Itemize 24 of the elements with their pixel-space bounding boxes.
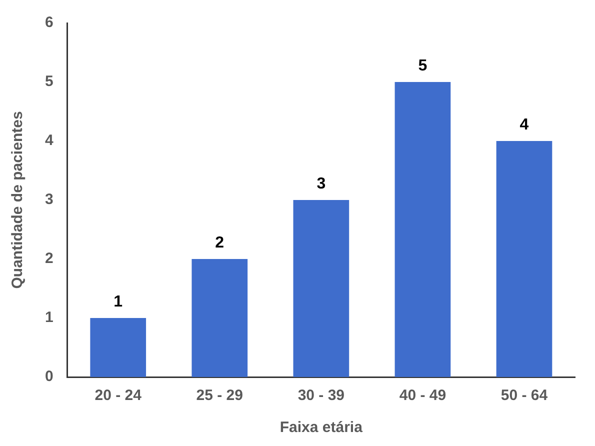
y-tick-label: 4 [45,132,54,150]
bar [394,82,451,377]
y-tick-label: 2 [45,250,54,268]
data-label: 2 [215,234,224,252]
y-tick-label: 5 [45,73,54,90]
y-axis-title: Quantidade de pacientes [9,111,26,289]
x-tick-label: 40 - 49 [399,387,446,404]
bar [496,141,552,377]
y-tick-label: 1 [45,309,54,326]
bar [90,318,146,377]
bar [192,259,248,377]
x-axis-title: Faixa etária [280,419,364,436]
data-label: 4 [520,116,529,134]
data-label: 5 [418,57,428,74]
data-label: 3 [316,175,326,192]
y-tick-label: 6 [45,14,54,32]
data-label: 1 [114,293,123,310]
bar [293,200,350,377]
y-tick-label: 0 [45,368,54,386]
x-tick-label: 25 - 29 [196,387,243,404]
x-tick-label: 30 - 39 [298,387,345,404]
y-tick-label: 3 [45,191,54,208]
x-tick-label: 50 - 64 [500,387,548,404]
x-tick-label: 20 - 24 [94,387,142,404]
